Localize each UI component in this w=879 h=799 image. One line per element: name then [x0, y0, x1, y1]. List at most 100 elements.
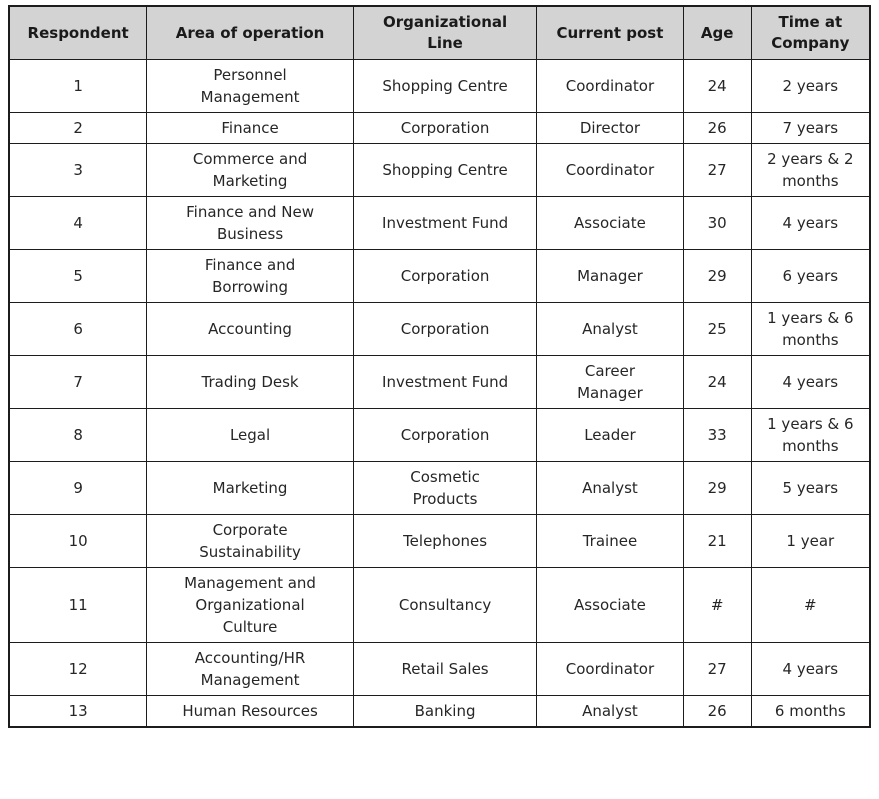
table-cell: 10: [8, 514, 148, 568]
table-row: 10 Corporate Sustainability Telephones Trai…: [8, 514, 871, 568]
table-cell: Finance and New Business: [146, 196, 354, 250]
table-cell: Investment Fund: [352, 355, 538, 409]
table-cell: Corporation: [352, 112, 538, 144]
table-row: 6 Accounting Corporation Analyst 25 1 years &…: [8, 302, 871, 356]
table-cell: Associate: [536, 567, 684, 643]
table-cell: #: [750, 567, 871, 643]
table-cell: Director: [536, 112, 684, 144]
table-cell: Finance: [146, 112, 354, 144]
table-cell: Human Resources: [146, 695, 354, 728]
table-row: 13 Human Resources Banking Analyst 26 6 month…: [8, 695, 871, 728]
table-cell: Coordinator: [536, 59, 684, 113]
table-cell: 4 years: [750, 196, 871, 250]
table-cell: Coordinator: [536, 642, 684, 696]
column-header-area-of-operation: Area of operation: [146, 5, 354, 60]
table-cell: 27: [682, 143, 752, 197]
table-cell: Retail Sales: [352, 642, 538, 696]
table-cell: #: [682, 567, 752, 643]
table-cell: 29: [682, 461, 752, 515]
table-row: 4 Finance and New Business Investment Fund…: [8, 196, 871, 250]
table-cell: 7 years: [750, 112, 871, 144]
table-cell: Corporate Sustainability: [146, 514, 354, 568]
table-cell: Corporation: [352, 408, 538, 462]
table-cell: 4 years: [750, 642, 871, 696]
table-cell: Consultancy: [352, 567, 538, 643]
table-cell: 13: [8, 695, 148, 728]
column-header-time-at-company: Time at Company: [750, 5, 871, 60]
table-cell: Shopping Centre: [352, 143, 538, 197]
table-cell: 26: [682, 112, 752, 144]
column-header-organizational-line: Organizational Line: [352, 5, 538, 60]
table-row: 2 Finance Corporation Director 26 7 years: [8, 112, 871, 144]
table-row: 5 Finance and Borrowing Corporation Manager…: [8, 249, 871, 303]
table-cell: 1 years & 6 months: [750, 408, 871, 462]
table-cell: Shopping Centre: [352, 59, 538, 113]
table-cell: 2: [8, 112, 148, 144]
table-cell: Accounting: [146, 302, 354, 356]
table-cell: 1: [8, 59, 148, 113]
table-row: 12 Accounting/HR Management Retail Sales Co…: [8, 642, 871, 696]
column-header-age: Age: [682, 5, 752, 60]
table-cell: Accounting/HR Management: [146, 642, 354, 696]
table-cell: 25: [682, 302, 752, 356]
table-cell: 30: [682, 196, 752, 250]
table-cell: 21: [682, 514, 752, 568]
table-cell: 27: [682, 642, 752, 696]
column-header-respondent: Respondent: [8, 5, 148, 60]
column-header-current-post: Current post: [536, 5, 684, 60]
table-cell: Banking: [352, 695, 538, 728]
table-cell: Finance and Borrowing: [146, 249, 354, 303]
table-cell: Manager: [536, 249, 684, 303]
table-cell: 2 years: [750, 59, 871, 113]
table-cell: Analyst: [536, 461, 684, 515]
table-cell: 11: [8, 567, 148, 643]
table-cell: Corporation: [352, 249, 538, 303]
table-cell: 6: [8, 302, 148, 356]
table-cell: 6 years: [750, 249, 871, 303]
table-cell: 5 years: [750, 461, 871, 515]
table-row: 3 Commerce and Marketing Shopping Centre Co…: [8, 143, 871, 197]
table-cell: 33: [682, 408, 752, 462]
table-cell: 12: [8, 642, 148, 696]
table-cell: Marketing: [146, 461, 354, 515]
table-cell: Management and Organizational Culture: [146, 567, 354, 643]
table-cell: 7: [8, 355, 148, 409]
table-cell: 24: [682, 59, 752, 113]
table-cell: Corporation: [352, 302, 538, 356]
table-cell: 3: [8, 143, 148, 197]
table-cell: Telephones: [352, 514, 538, 568]
table-cell: Cosmetic Products: [352, 461, 538, 515]
header-row: Respondent Area of operation Organizatio…: [8, 5, 871, 60]
table-cell: 9: [8, 461, 148, 515]
table-header: Respondent Area of operation Organizatio…: [8, 5, 871, 60]
table-cell: Analyst: [536, 695, 684, 728]
table-cell: Commerce and Marketing: [146, 143, 354, 197]
table-row: 8 Legal Corporation Leader 33 1 years & 6 mon…: [8, 408, 871, 462]
table-cell: Leader: [536, 408, 684, 462]
table-cell: Analyst: [536, 302, 684, 356]
table-cell: 24: [682, 355, 752, 409]
table-cell: 6 months: [750, 695, 871, 728]
table-body: 1 Personnel Management Shopping Centre Coor…: [8, 59, 871, 728]
table-cell: 26: [682, 695, 752, 728]
table-cell: Personnel Management: [146, 59, 354, 113]
table-cell: Associate: [536, 196, 684, 250]
table-cell: Legal: [146, 408, 354, 462]
table-row: 11 Management and Organizational Culture C…: [8, 567, 871, 643]
table-row: 1 Personnel Management Shopping Centre Coor…: [8, 59, 871, 113]
table-cell: 2 years & 2 months: [750, 143, 871, 197]
table-row: 9 Marketing Cosmetic Products Analyst 29 5 ye…: [8, 461, 871, 515]
table-cell: Investment Fund: [352, 196, 538, 250]
table-cell: 4 years: [750, 355, 871, 409]
table-cell: 8: [8, 408, 148, 462]
table-cell: Trainee: [536, 514, 684, 568]
table-cell: Coordinator: [536, 143, 684, 197]
table-cell: 29: [682, 249, 752, 303]
table-row: 7 Trading Desk Investment Fund Career Manag…: [8, 355, 871, 409]
table-cell: 1 years & 6 months: [750, 302, 871, 356]
table-cell: 1 year: [750, 514, 871, 568]
respondents-table: Respondent Area of operation Organizatio…: [8, 5, 871, 728]
table-cell: Trading Desk: [146, 355, 354, 409]
table-cell: 5: [8, 249, 148, 303]
